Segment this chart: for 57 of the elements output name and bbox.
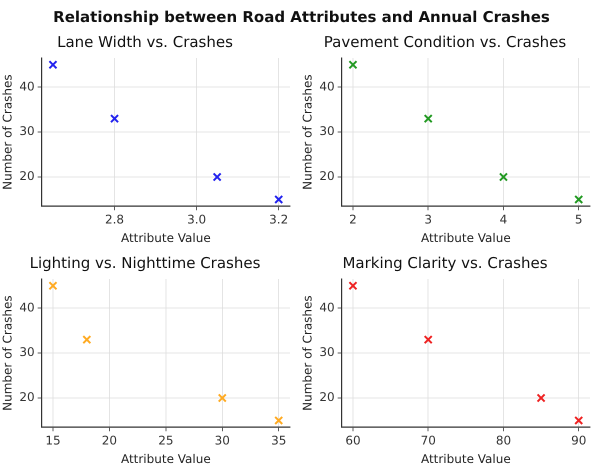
point <box>348 281 358 290</box>
text: Relationship between Road Attributes and Annual Crashes <box>52 7 551 28</box>
point <box>48 281 58 290</box>
point <box>536 393 546 403</box>
y-axis-title: Number of Crashes <box>0 295 14 411</box>
point <box>274 194 284 204</box>
x-tick-label: 15 <box>45 434 61 448</box>
y-tick-label: 40 <box>319 79 335 94</box>
x-tick-label: 60 <box>345 434 361 448</box>
x-axis-title: Attribute Value <box>120 452 211 466</box>
y-tick-label: 20 <box>19 169 35 184</box>
y-tick-label: 30 <box>19 345 35 360</box>
x-tick-label: 25 <box>158 434 174 448</box>
point <box>82 335 92 344</box>
x-tick-label: 70 <box>420 434 436 448</box>
y-tick-label: 30 <box>319 124 335 138</box>
chart-title: Lighting vs. Nighttime Crashes <box>30 254 261 272</box>
x-tick-label: 2.8 <box>104 212 124 227</box>
y-axis-title: Number of Crashes <box>300 295 314 411</box>
point <box>424 114 433 124</box>
point <box>348 60 358 70</box>
point <box>274 416 284 425</box>
x-tick-label: 3.0 <box>187 212 206 227</box>
x-axis-title: Attribute Value <box>120 230 211 245</box>
y-tick-label: 20 <box>19 390 35 404</box>
point <box>498 172 508 182</box>
x-tick-label: 90 <box>571 434 586 448</box>
point <box>212 172 222 182</box>
y-tick-label: 20 <box>319 390 335 404</box>
point <box>110 114 120 124</box>
x-tick-label: 80 <box>496 434 512 448</box>
x-tick-label: 2 <box>349 212 357 227</box>
x-tick-label: 20 <box>102 434 118 448</box>
chart-title: Marking Clarity vs. Crashes <box>342 254 548 272</box>
chart-title: Pavement Condition vs. Crashes <box>324 32 566 51</box>
y-tick-label: 40 <box>19 79 35 94</box>
y-tick-label: 30 <box>19 124 35 138</box>
point <box>48 60 58 70</box>
chart-title: Lane Width vs. Crashes <box>57 32 234 51</box>
point <box>574 194 584 204</box>
point <box>218 393 227 403</box>
y-tick-label: 20 <box>319 169 335 184</box>
y-tick-label: 30 <box>319 345 335 360</box>
x-tick-label: 3.2 <box>269 212 288 227</box>
x-axis-title: Attribute Value <box>420 452 511 466</box>
y-axis-title: Number of Crashes <box>300 74 314 190</box>
x-axis-title: Attribute Value <box>420 230 511 245</box>
point <box>424 335 433 344</box>
x-tick-label: 35 <box>271 434 286 448</box>
x-tick-label: 30 <box>214 434 230 448</box>
x-tick-label: 3 <box>424 212 432 227</box>
y-axis-title: Number of Crashes <box>0 74 14 190</box>
y-tick-label: 40 <box>19 300 35 314</box>
x-tick-label: 4 <box>500 212 508 227</box>
point <box>574 416 584 425</box>
x-tick-label: 5 <box>574 212 583 227</box>
y-tick-label: 40 <box>319 300 335 314</box>
